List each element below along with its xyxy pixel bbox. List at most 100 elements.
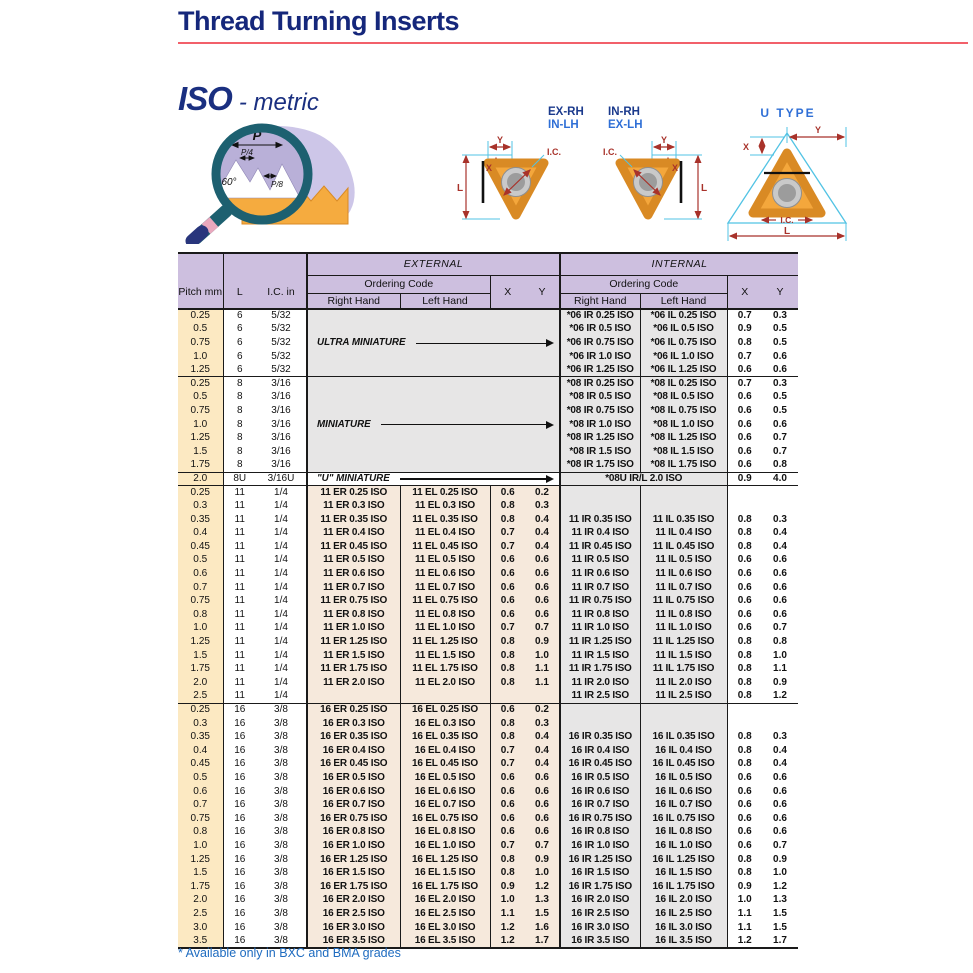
ext-x: 1.0 (490, 893, 525, 908)
ext-x: 0.8 (490, 662, 525, 677)
ext-rh-code: 16 ER 0.45 ISO (307, 757, 401, 772)
int-x (727, 717, 762, 731)
ext-lh-code: 16 EL 2.5 ISO (400, 907, 491, 921)
ext-lh-code (400, 689, 491, 704)
int-lh-code (640, 499, 728, 513)
ext-x: 0.6 (490, 703, 525, 717)
ext-rh-code: 16 ER 3.5 ISO (307, 934, 401, 948)
iso-metric-heading: ISO - metric (178, 80, 319, 118)
int-rh-code: 11 IR 0.4 ISO (560, 526, 641, 541)
int-x: 1.1 (737, 907, 752, 919)
l-cell: 11 (234, 540, 245, 552)
external-header: EXTERNAL (307, 252, 561, 276)
int-x: 0.6 (737, 812, 752, 824)
p8-label: P/8 (271, 180, 284, 189)
table-row: 0.5 11 1/4 11 ER 0.5 ISO 11 EL 0.5 ISO 0.6 0.6… (178, 553, 798, 568)
pitch-cell: 0.75 (178, 404, 224, 418)
l-cell: 8 (236, 378, 243, 390)
int-lh-code: 16 IL 2.5 ISO (640, 907, 728, 921)
ic-cell: 1/4 (256, 553, 308, 568)
internal-x-header: X (727, 275, 762, 309)
int-lh-code: *08 IL 1.25 ISO (640, 431, 728, 445)
ic-cell: 3/8 (256, 907, 308, 921)
l-cell: 11 (234, 663, 245, 675)
int-y: 0.5 (773, 323, 787, 335)
in-lh-label: IN-LH (548, 119, 579, 131)
ext-rh-code (307, 689, 401, 704)
table-row: 0.75 6 5/32 *06 IR 0.75 ISO *06 IL 0.75 ISO 0… (178, 336, 798, 350)
ext-x: 0.8 (490, 730, 525, 744)
pitch-cell: 1.0 (178, 349, 224, 364)
ext-y: 0.9 (525, 635, 561, 649)
table-row: 0.75 11 1/4 11 ER 0.75 ISO 11 EL 0.75 ISO 0.6… (178, 594, 798, 609)
int-lh-code: 16 IL 2.0 ISO (640, 893, 728, 908)
table-row: 2.0 8U 3/16U "U" MINIATURE *08U IR/L 2.0 ISO… (178, 472, 798, 486)
external-internal-insert-diagram: EX-RH IN-LH IN-RH EX-LH L Y X I.C. L Y X… (457, 106, 707, 245)
table-row: 0.25 8 3/16 MINIATURE *08 IR 0.25 ISO *08 IL … (178, 376, 798, 473)
ic-label-right: I.C. (603, 147, 617, 157)
int-y (762, 486, 798, 500)
l-cell: 8 (236, 459, 243, 471)
ext-y: 1.1 (525, 662, 561, 677)
external-y-header: Y (525, 275, 561, 309)
int-lh-code: *08 IL 1.75 ISO (640, 458, 728, 473)
ext-x: 0.8 (490, 499, 525, 513)
ex-lh-label: EX-LH (608, 119, 643, 131)
int-lh-code: 11 IL 0.8 ISO (640, 608, 728, 622)
int-x: 0.6 (737, 363, 752, 375)
table-row: 0.25 11 1/4 11 ER 0.25 ISO 11 EL 0.25 ISO 0.6… (178, 485, 798, 500)
ext-lh-code: 11 EL 0.4 ISO (400, 526, 491, 541)
int-rh-code: *08 IR 0.5 ISO (560, 390, 641, 405)
ext-x: 0.8 (490, 852, 525, 867)
int-rh-code (560, 716, 641, 731)
int-y: 4.0 (773, 472, 787, 484)
int-lh-code: 16 IL 1.75 ISO (640, 879, 728, 894)
pitch-cell: 0.5 (178, 322, 224, 337)
ext-lh-code: 16 EL 3.5 ISO (400, 934, 491, 948)
u-note: "U" MINIATURE (308, 474, 558, 485)
ext-rh-code: 11 ER 1.25 ISO (307, 635, 401, 649)
ic-cell: 1/4 (256, 662, 308, 677)
ic-cell: 3/8 (256, 744, 308, 758)
ext-y (525, 689, 561, 704)
int-y: 0.4 (773, 744, 787, 756)
int-y: 0.8 (773, 636, 787, 648)
int-y: 0.6 (773, 826, 787, 838)
pitch-cell: 1.25 (178, 852, 224, 867)
table-row: 0.4 11 1/4 11 ER 0.4 ISO 11 EL 0.4 ISO 0.7 0.4… (178, 526, 798, 541)
int-rh-code: *06 IR 1.0 ISO (560, 349, 641, 364)
ext-lh-code: 11 EL 1.75 ISO (400, 662, 491, 677)
ext-lh-code: 11 EL 0.5 ISO (400, 553, 491, 568)
l-cell: 11 (234, 676, 245, 688)
pitch-cell: 1.0 (178, 417, 224, 432)
ex-rh-label: EX-RH (548, 106, 584, 118)
int-y: 0.4 (773, 540, 787, 552)
l-cell: 16 (234, 744, 246, 756)
section-size-08: 0.25 8 3/16 MINIATURE *08 IR 0.25 ISO *08 IL … (178, 376, 798, 473)
ext-lh-code: 11 EL 0.8 ISO (400, 608, 491, 622)
l-cell: 16 (234, 731, 246, 743)
int-rh-code: 11 IR 0.8 ISO (560, 608, 641, 622)
int-x: 0.6 (737, 799, 752, 811)
ext-x: 0.6 (490, 485, 525, 500)
l-cell: 16 (234, 867, 246, 879)
ext-y: 0.3 (525, 716, 561, 731)
int-lh-code: 16 IL 3.0 ISO (640, 920, 728, 935)
ext-y: 1.1 (525, 676, 561, 690)
x-dim-label-right: X (672, 163, 678, 173)
pitch-cell: 0.45 (178, 540, 224, 554)
int-y: 0.5 (773, 336, 787, 348)
table-row: 0.5 16 3/8 16 ER 0.5 ISO 16 EL 0.5 ISO 0.6 0.6… (178, 771, 798, 785)
ext-lh-code: 11 EL 0.75 ISO (400, 594, 491, 609)
int-x: 0.8 (737, 540, 752, 552)
int-y: 0.9 (773, 676, 787, 688)
ext-lh-code: 16 EL 0.35 ISO (400, 730, 491, 744)
section-size-16: 0.25 16 3/8 16 ER 0.25 ISO 16 EL 0.25 ISO 0.6… (178, 703, 798, 948)
int-x: 0.8 (737, 758, 752, 770)
int-lh-code: 16 IL 0.35 ISO (640, 730, 728, 744)
table-row: 0.6 16 3/8 16 ER 0.6 ISO 16 EL 0.6 ISO 0.6 0.6… (178, 784, 798, 799)
pitch-cell: 1.5 (178, 444, 224, 459)
pitch-cell: 0.25 (178, 376, 224, 391)
int-y: 0.5 (773, 404, 787, 416)
int-lh-code: 11 IL 1.75 ISO (640, 662, 728, 677)
